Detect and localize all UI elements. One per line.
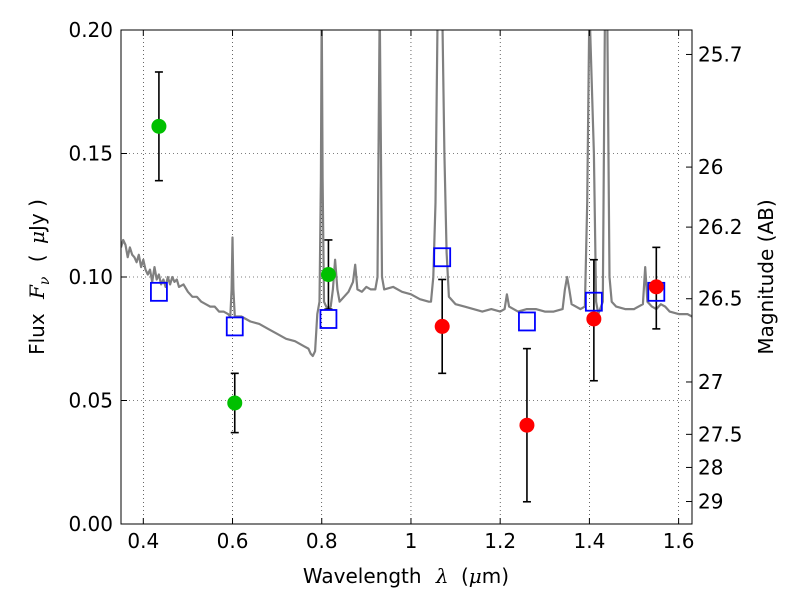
spectrum-line: [121, 30, 692, 358]
x-tick-label: 0.8: [306, 529, 338, 553]
y2-tick-label: 25.7: [698, 42, 743, 66]
x-tick-label: 1: [405, 529, 418, 553]
y2-tick-label: 29: [698, 490, 723, 514]
x-tick-label: 0.6: [217, 529, 249, 553]
spectrum-layer: [121, 30, 692, 358]
red-point: [648, 279, 664, 295]
green-point: [227, 395, 243, 411]
red-point: [519, 417, 535, 433]
y-tick-label: 0.05: [68, 389, 113, 413]
x-axis-label-prefix: Wavelength: [303, 564, 422, 588]
x-tick-label: 1.4: [573, 529, 605, 553]
y2-tick-label: 27.5: [698, 422, 743, 446]
x-axis-label-symbol: λ: [435, 564, 449, 588]
red-point: [434, 318, 450, 334]
plot-background: [121, 30, 692, 524]
y-tick-label: 0.10: [68, 265, 113, 289]
tick-layer: 0.4 0.6 0.8 1 1.2 1.4 1.6 0.00 0.05 0.10 0.15 0.20 2…: [68, 18, 742, 553]
y-axis-label-unit-rest: Jy ): [25, 199, 49, 233]
model-square: [225, 316, 244, 337]
model-square: [319, 309, 338, 329]
y-tick-label: 0.00: [68, 512, 113, 536]
x-axis-label-unit-mu: μ: [469, 564, 482, 588]
y-tick-label: 0.20: [68, 18, 113, 42]
y-axis-label: Flux Fν ( μJy ): [25, 199, 54, 355]
red-point: [586, 311, 602, 327]
y-axis-label-unit-mu: μ: [25, 231, 49, 244]
y-axis-label-subscript: ν: [37, 276, 53, 285]
x-axis-label-unit-open: (: [461, 564, 469, 588]
x-tick-label: 1.2: [484, 529, 516, 553]
y-axis-label-prefix: Flux: [25, 313, 49, 355]
x-axis-label-unit-rest: m): [482, 564, 509, 588]
x-axis-label: Wavelength λ (μm): [303, 564, 509, 588]
y2-tick-label: 28: [698, 455, 723, 479]
model-square: [150, 281, 168, 302]
x-tick-label: 1.6: [663, 529, 695, 553]
marker-layer: [151, 118, 664, 433]
x-tick-label: 0.4: [127, 529, 159, 553]
y2-axis-label: Magnitude (AB): [754, 199, 778, 354]
y-axis-label-symbol: F: [25, 284, 49, 300]
green-point: [320, 267, 336, 283]
y-axis-label-unit-open: (: [25, 254, 49, 262]
y2-tick-label: 26: [698, 155, 723, 179]
y2-tick-label: 27: [698, 370, 723, 394]
green-point: [151, 118, 167, 134]
y2-tick-label: 26.5: [698, 287, 743, 311]
y2-tick-label: 26.2: [698, 215, 743, 239]
model-square: [518, 311, 536, 332]
square-layer: [150, 247, 666, 337]
model-square: [584, 291, 603, 312]
model-square: [433, 247, 452, 268]
y-tick-label: 0.15: [68, 142, 113, 166]
